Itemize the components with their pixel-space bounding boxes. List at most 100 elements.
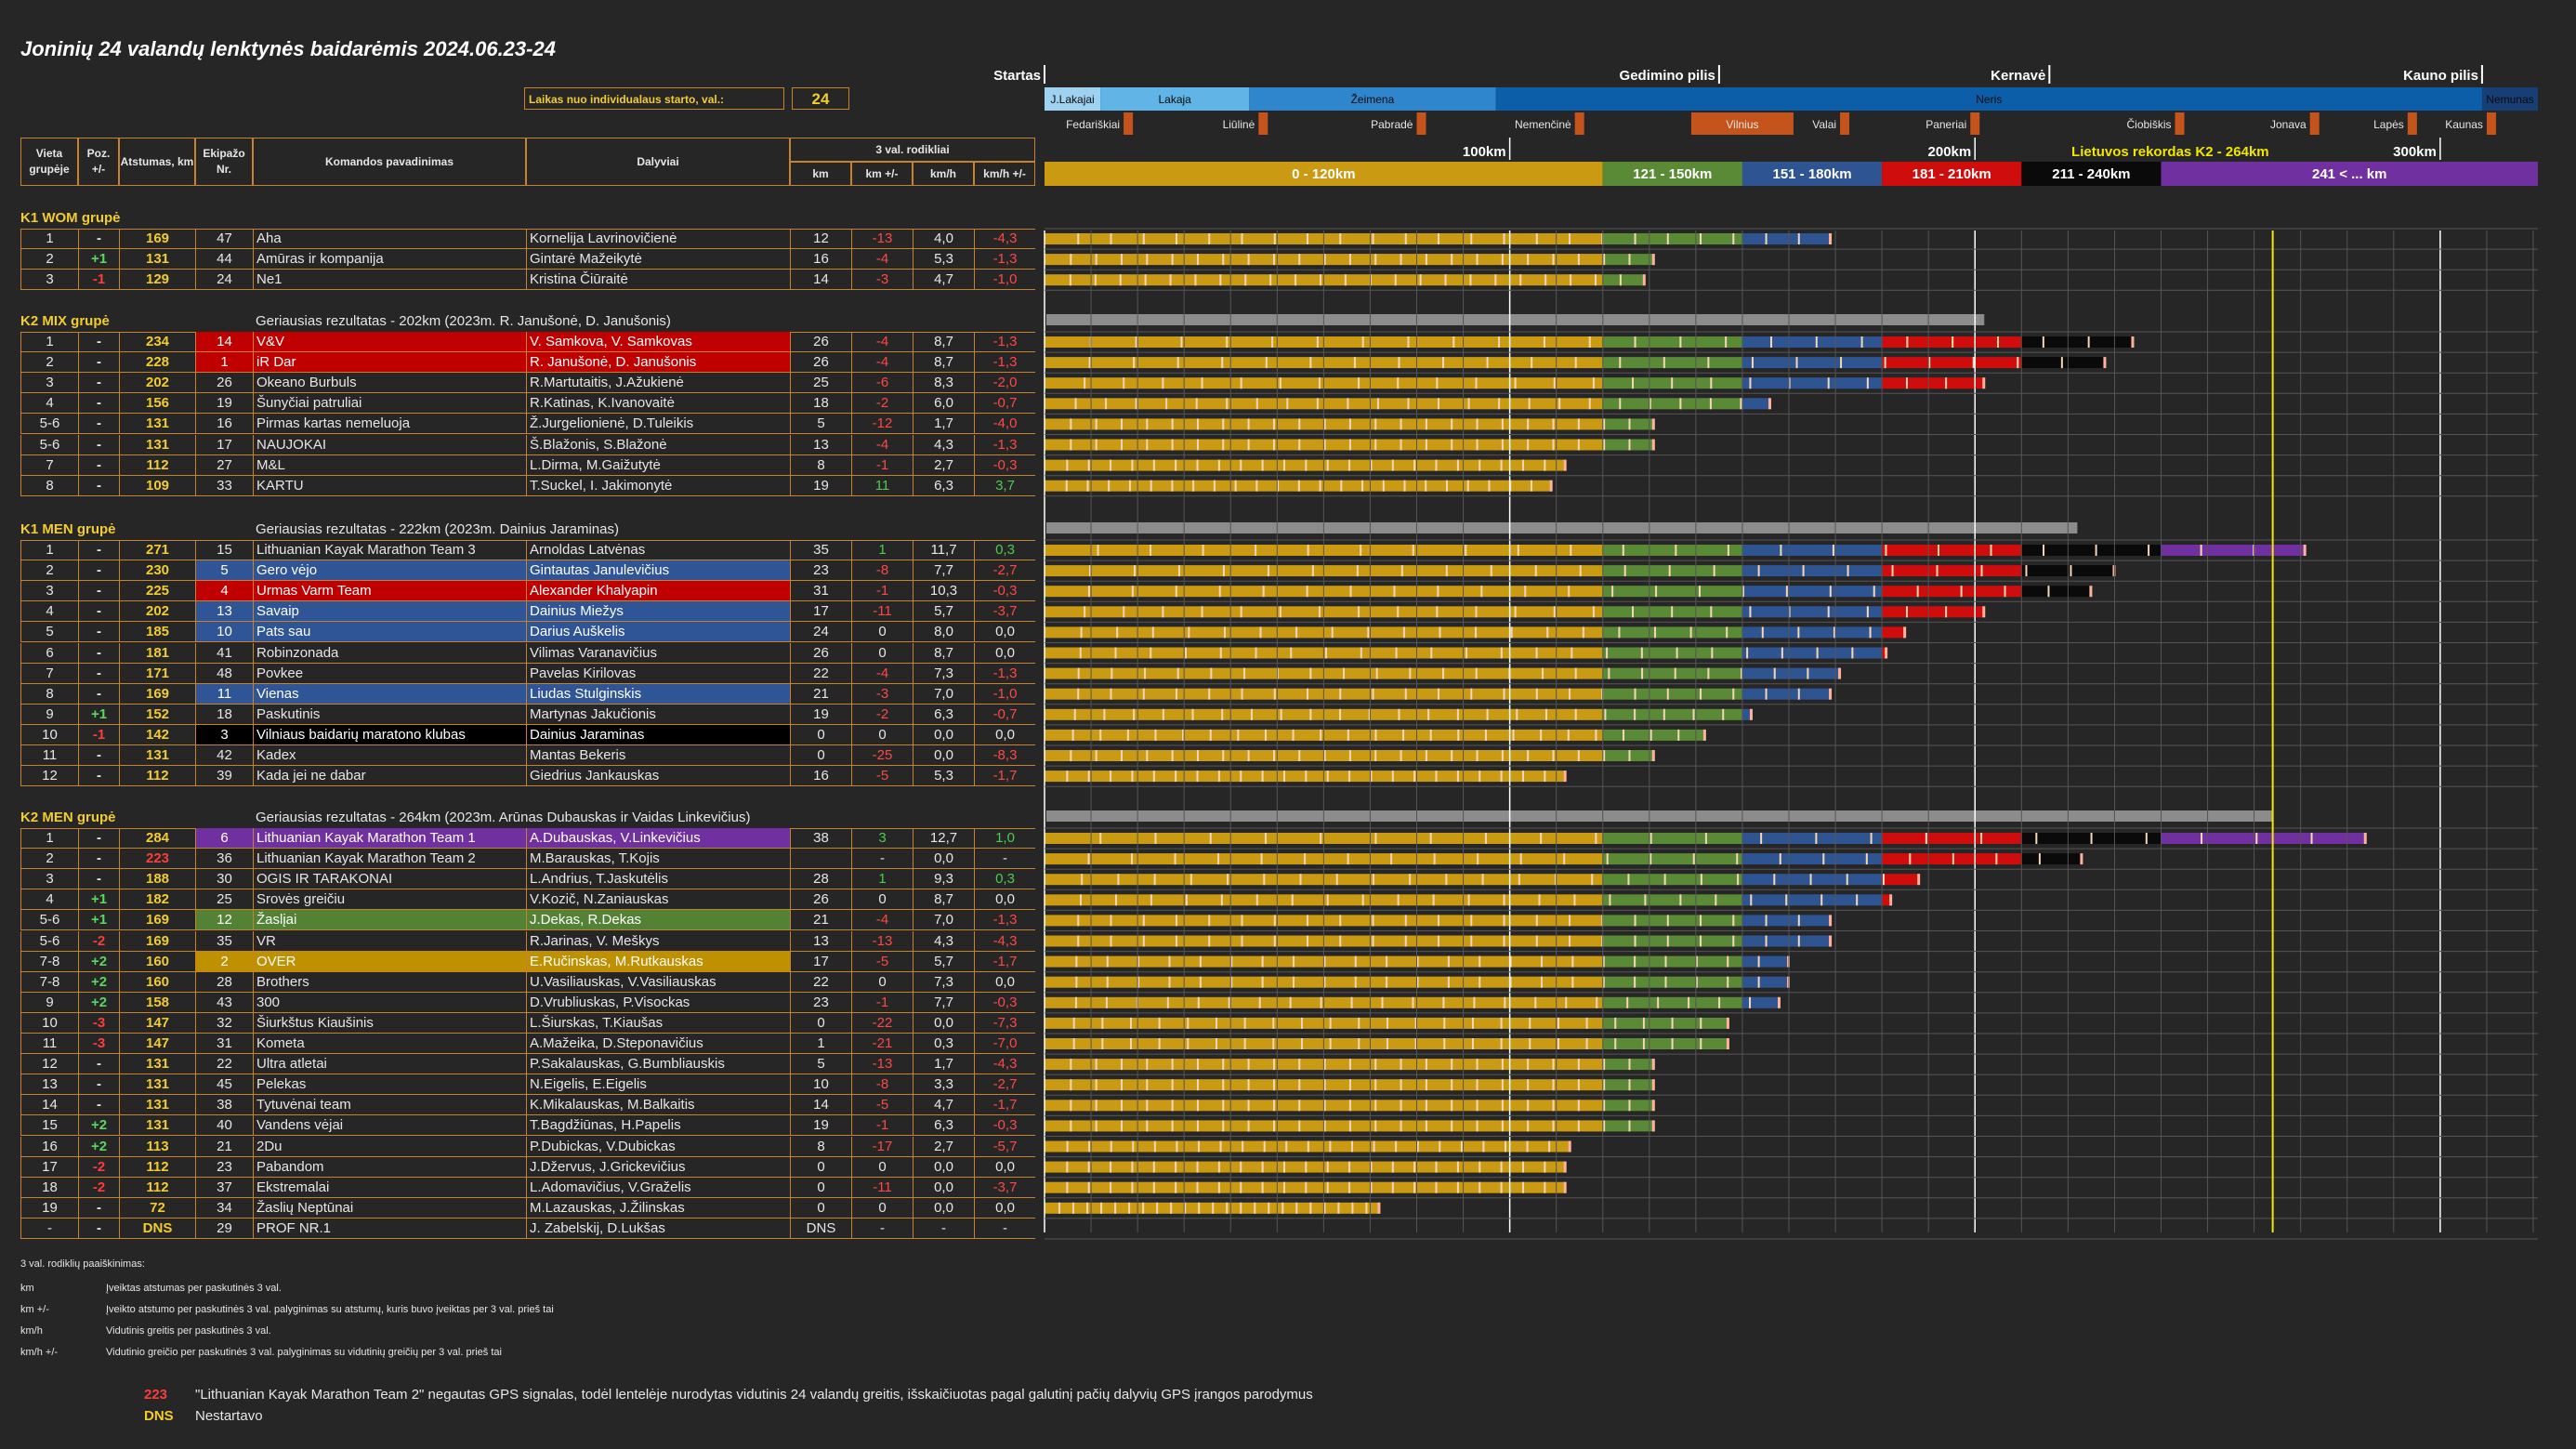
cell-pos: -3 (78, 1012, 119, 1034)
hour-marker (1088, 1140, 1091, 1153)
hour-marker (1425, 254, 1427, 266)
hour-marker (1397, 377, 1400, 389)
hour-marker (1282, 1181, 1285, 1193)
hour-marker (1158, 1038, 1161, 1049)
hour-marker (1133, 357, 1136, 369)
table-row[interactable]: 9 +2 158 43 300 D.Vrubliuskas, P.Visockas 23 -1… (20, 992, 1035, 1013)
hour-marker (1869, 626, 1872, 639)
table-row[interactable]: 2-230 5 Gero vėjo Gintautas Janulevičius 23-… (20, 560, 1035, 582)
cell-dist: 142 (119, 724, 195, 745)
table-row[interactable]: 2-228 1 iR Dar R. Janušonė, D. Janušonis 26-… (20, 352, 1035, 374)
hour-marker (1146, 750, 1149, 761)
bar-end-marker (1749, 708, 1753, 720)
table-row[interactable]: - - DNS 29 PROF NR.1 J. Zabelskij, D.Lukšas DN… (20, 1218, 1035, 1239)
cell-members: R.Katinas, K.Ivanovaitė (526, 393, 790, 415)
hour-marker (1230, 976, 1233, 988)
distance-bar-segment (1602, 545, 1742, 556)
table-row[interactable]: 11-131 42 Kadex Mantas Bekeris 0 -25 0,0 -8,3 (20, 745, 1035, 766)
table-row[interactable]: 3-202 26 Okeano Burbuls R.Martutaitis, J.Až… (20, 373, 1035, 394)
table-row[interactable]: 5-185 10 Pats sau Darius Auškelis 24 0 8,0 0,0 (20, 622, 1035, 643)
table-row[interactable]: 15 +2 131 40 Vandens vėjai T.Bagdžiūnas, H.Pa… (20, 1115, 1035, 1137)
hour-marker (1750, 894, 1753, 906)
bar-end-marker (2103, 357, 2107, 369)
hour-marker (1476, 1120, 1479, 1132)
hour-marker (1348, 1059, 1351, 1071)
hour-marker (1305, 459, 1308, 471)
table-row[interactable]: 2 +1 131 44 Amūras ir kompanija Gintarė Mažei… (20, 249, 1035, 270)
cell-kmhd: 0,0 (974, 1197, 1035, 1218)
hour-marker (1171, 1100, 1174, 1112)
table-row[interactable]: 16 +2 113 21 2Du P.Dubickas, V.Dubickas 8 -17 2,… (20, 1136, 1035, 1157)
hour-marker (1365, 1202, 1368, 1214)
cell-pos: - (78, 414, 119, 435)
place-label: Valai (1812, 118, 1836, 131)
hour-marker (1081, 874, 1084, 886)
cell-kmh: 5,3 (913, 249, 974, 270)
hour-marker (1319, 274, 1321, 286)
hour-marker (1619, 357, 1622, 369)
hour-marker (1101, 1038, 1104, 1049)
table-row[interactable]: 7-8 +2 160 2 OVER E.Ručinskas, M.Rutkauskas 17… (20, 951, 1035, 972)
distance-bar-segment (1882, 894, 1892, 906)
cell-km: 8 (790, 1136, 851, 1157)
cell-km: 0 (790, 745, 851, 766)
table-row[interactable]: 4-156 19 Šunyčiai patruliai R.Katinas, K.Iv… (20, 393, 1035, 415)
table-row[interactable]: 17 -2 112 23 Pabandom J.Džervus, J.Grickeviči… (20, 1156, 1035, 1178)
cell-pos: - (78, 766, 119, 787)
hour-marker (1077, 935, 1080, 947)
table-row[interactable]: 19-72 34 Žaslių Neptūnai M.Lazauskas, J.Žil… (20, 1197, 1035, 1218)
cell-place: 2 (20, 352, 78, 374)
table-row[interactable]: 8-169 11 Vienas Liudas Stulginskis 21 -3 7,0 -1… (20, 683, 1035, 705)
hour-marker (1451, 1120, 1453, 1132)
hour-marker (1175, 771, 1177, 783)
table-row[interactable]: 12-112 39 Kada jei ne dabar Giedrius Jankau… (20, 766, 1035, 787)
hour-marker (1279, 377, 1281, 389)
table-row[interactable]: 5-6 -2 169 35 VR R.Jarinas, V. Meškys 13 -13 4,3… (20, 930, 1035, 952)
hour-marker (1544, 1161, 1546, 1173)
table-row[interactable]: 7-112 27 M&L L.Dirma, M.Gaižutytė 8 -1 2,7 -0,3 (20, 454, 1035, 476)
table-row[interactable]: 13-131 45 Pelekas N.Eigelis, E.Eigelis 10 -8 3… (20, 1074, 1035, 1096)
table-row[interactable]: 5-6-131 17 NAUJOKAI Š.Blažonis, S.Blažonė 13… (20, 434, 1035, 455)
cell-km: 8 (790, 454, 851, 476)
table-row[interactable]: 1-169 47 Aha Kornelija Lavrinovičienė 12 -13 4… (20, 229, 1035, 249)
hour-marker (1704, 833, 1707, 844)
hour-marker (1171, 1079, 1174, 1091)
hour-marker (1438, 233, 1440, 244)
table-row[interactable]: 6-181 41 Robinzonada Vilimas Varanavičius 26… (20, 642, 1035, 664)
table-row[interactable]: 3 -1 129 24 Ne1 Kristina Čiūraitė 14 -3 4,7 -1,0 (20, 270, 1035, 291)
hour-marker (1476, 418, 1479, 430)
hour-marker (1707, 357, 1710, 369)
cell-kmhd: -0,3 (974, 992, 1035, 1013)
table-row[interactable]: 4 +1 182 25 Srovės greičiu V.Kozič, N.Zaniaus… (20, 889, 1035, 911)
table-row[interactable]: 18 -2 112 37 Ekstremalai L.Adomavičius, V.Gra… (20, 1177, 1035, 1198)
hour-marker (1623, 729, 1625, 741)
table-row[interactable]: 1-284 6 Lithuanian Kayak Marathon Team 1 A.… (20, 828, 1035, 849)
table-row[interactable]: 7-171 48 Povkee Pavelas Kirilovas 22 -4 7,3 -1,… (20, 663, 1035, 684)
hour-marker (1272, 254, 1275, 266)
table-row[interactable]: 9 +1 152 18 Paskutinis Martynas Jakučionis 19-… (20, 704, 1035, 725)
table-row[interactable]: 11 -3 147 31 Kometa A.Mažeika, D.Steponavičiu… (20, 1034, 1035, 1054)
hour-marker (1479, 1161, 1481, 1173)
table-row[interactable]: 3-188 30 OGIS IR TARAKONAI L.Andrius, T.Jas… (20, 869, 1035, 890)
table-row[interactable]: 3-225 4 Urmas Varm Team Alexander Khalyapin… (20, 581, 1035, 602)
hour-marker (1084, 606, 1086, 618)
hour-marker (1123, 377, 1125, 389)
table-row[interactable]: 8-109 33 KARTU T.Suckel, I. Jakimonytė 19 11 6… (20, 475, 1035, 496)
hour-marker (1374, 1059, 1377, 1071)
cell-kmd: 0 (851, 1156, 913, 1178)
hour-marker (1456, 708, 1459, 720)
hour-marker (1514, 606, 1517, 618)
table-row[interactable]: 12-131 22 Ultra atletai P.Sakalauskas, G.Bu… (20, 1054, 1035, 1075)
table-row[interactable]: 1-234 14 V&V V. Samkova, V. Samkovas 26 -4 8,7… (20, 332, 1035, 352)
table-row[interactable]: 4-202 13 Savaip Dainius Miežys 17 -11 5,7 -3,7 (20, 601, 1035, 623)
table-row[interactable]: 10 -3 147 32 Šiurkštus Kiaušinis L.Šiurskas, … (20, 1012, 1035, 1034)
table-row[interactable]: 5-6 +1 169 12 Žaslįai J.Dekas, R.Dekas 21 -4 7,0… (20, 910, 1035, 931)
table-row[interactable]: 10 -1 142 3 Vilniaus baidarių maratono kluba… (20, 724, 1035, 745)
table-row[interactable]: 5-6-131 16 Pirmas kartas nemeluoja Ž.Jurgel… (20, 414, 1035, 435)
table-row[interactable]: 7-8 +2 160 28 Brothers U.Vasiliauskas, V.Vasi… (20, 971, 1035, 993)
table-row[interactable]: 14-131 38 Tytuvėnai team K.Mikalauskas, M.B… (20, 1095, 1035, 1116)
hour-marker (1282, 771, 1285, 783)
